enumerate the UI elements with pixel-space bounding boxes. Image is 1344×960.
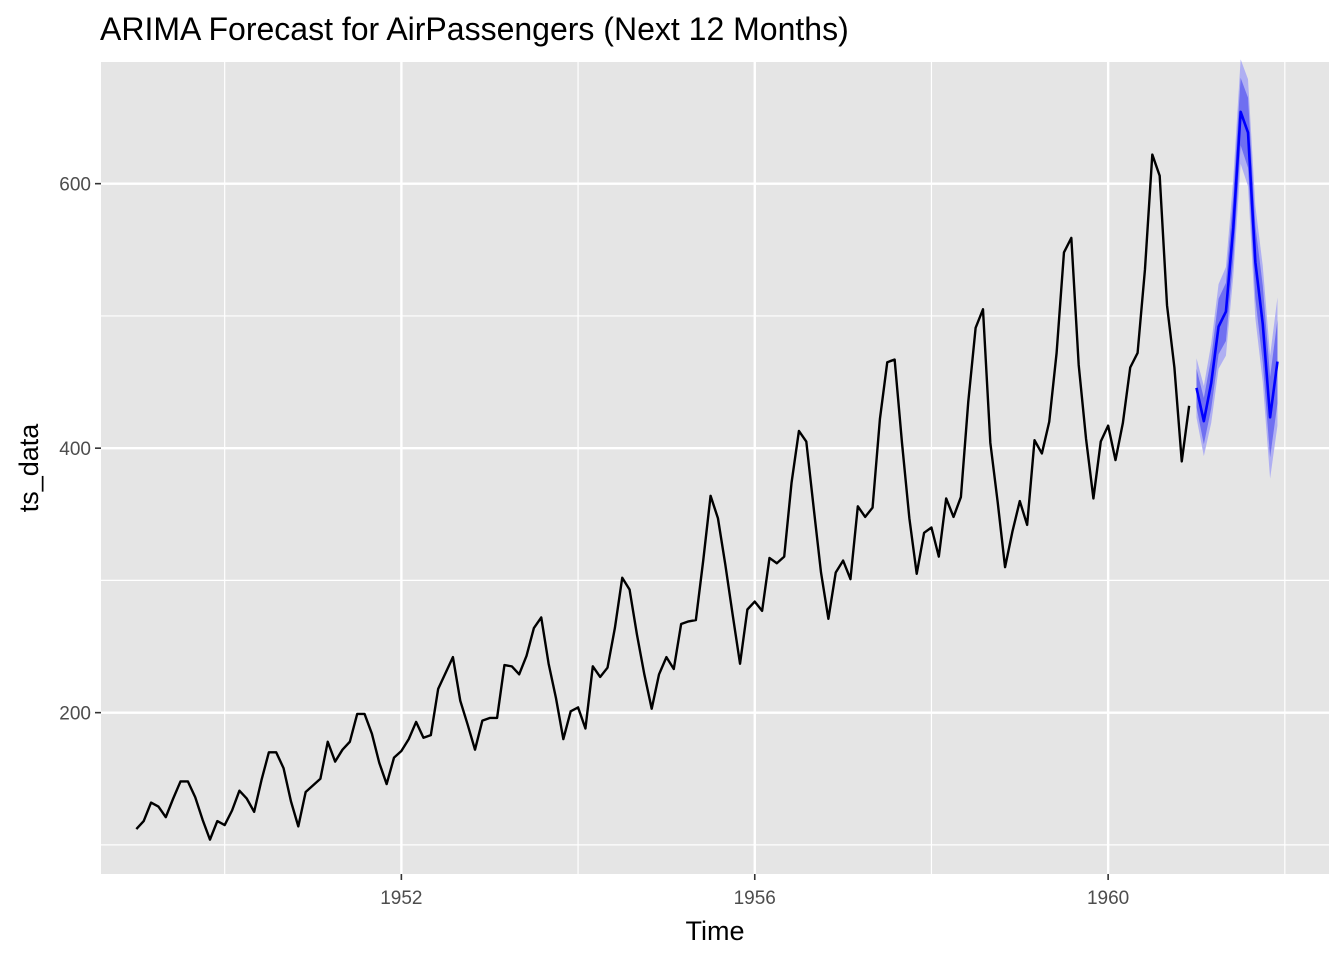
plot-panel <box>101 62 1329 874</box>
chart-title: ARIMA Forecast for AirPassengers (Next 1… <box>100 11 849 47</box>
x-tick-label: 1956 <box>734 888 776 909</box>
y-tick-label: 600 <box>59 175 91 196</box>
prediction-intervals <box>1196 59 1278 479</box>
y-tick-label: 200 <box>59 704 91 725</box>
x-tick-label: 1960 <box>1087 888 1129 909</box>
y-axis: 200 400 600 <box>59 175 101 725</box>
x-axis: 1952 1956 1960 <box>380 874 1129 909</box>
forecast-series-line <box>1195 110 1279 423</box>
history-series-line <box>135 153 1191 841</box>
interval-80-band <box>1196 77 1278 458</box>
interval-95-band <box>1196 59 1278 479</box>
major-gridlines <box>101 62 1329 874</box>
y-axis-title: ts_data <box>14 423 44 513</box>
minor-gridlines <box>101 62 1329 874</box>
y-tick-label: 400 <box>59 439 91 460</box>
x-axis-title: Time <box>686 916 745 946</box>
x-tick-label: 1952 <box>380 888 422 909</box>
